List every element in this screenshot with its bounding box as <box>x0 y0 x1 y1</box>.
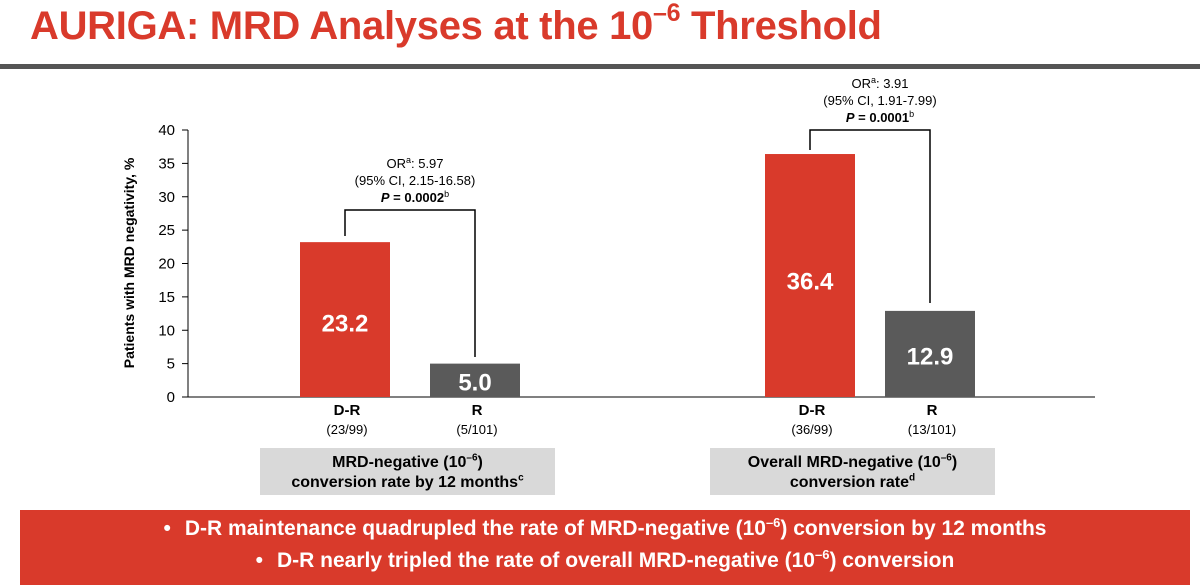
x-category-label: R <box>927 402 938 419</box>
p-value-label: P = 0.0002b <box>381 189 449 205</box>
y-tick-label: 5 <box>167 356 175 373</box>
y-tick-label: 10 <box>158 322 175 339</box>
odds-ratio-label: ORa: 5.97 <box>386 155 443 171</box>
x-category-sublabel: (13/101) <box>908 422 956 437</box>
x-category-label: D-R <box>799 402 826 419</box>
y-tick-label: 25 <box>158 222 175 239</box>
bar-chart: 0 5 10 15 20 25 30 35 40 Patients with MRD negati… <box>121 75 1095 437</box>
bar-value-label: 5.0 <box>458 369 491 396</box>
group2-caption-box: Overall MRD-negative (10–6) conversion r… <box>710 448 995 495</box>
bar-value-label: 12.9 <box>907 344 954 371</box>
bar-r-group2 <box>885 310 975 397</box>
bar-value-label: 36.4 <box>787 268 834 295</box>
y-tick-label: 15 <box>158 289 175 306</box>
significance-bracket <box>344 209 476 357</box>
conclusion-line-2: • D-R nearly tripled the rate of overall … <box>255 547 955 572</box>
y-tick-label: 35 <box>158 155 175 172</box>
x-category-label: D-R <box>334 402 361 419</box>
title-divider <box>0 64 1200 69</box>
x-category-sublabel: (23/99) <box>326 422 367 437</box>
bar-value-label: 23.2 <box>322 311 369 338</box>
confidence-interval-label: (95% CI, 2.15-16.58) <box>355 173 476 188</box>
y-tick-label: 0 <box>167 389 175 406</box>
significance-bracket <box>809 129 931 303</box>
y-tick-label: 20 <box>158 256 175 273</box>
page-title: AURIGA: MRD Analyses at the 10–6 Thresho… <box>30 0 882 49</box>
conclusion-banner: • D-R maintenance quadrupled the rate of … <box>20 510 1190 585</box>
y-tick-label: 30 <box>158 189 175 206</box>
y-tick-label: 40 <box>158 122 175 139</box>
x-category-label: R <box>472 402 483 419</box>
bar-d-r-group2 <box>765 154 855 397</box>
bar-r-group1 <box>430 363 520 397</box>
bar-d-r-group1 <box>300 242 390 397</box>
conclusion-line-1: • D-R maintenance quadrupled the rate of … <box>163 515 1047 540</box>
odds-ratio-label: ORa: 3.91 <box>851 75 908 91</box>
confidence-interval-label: (95% CI, 1.91-7.99) <box>823 93 936 108</box>
group1-caption-box: MRD-negative (10–6) conversion rate by 1… <box>260 448 555 495</box>
x-category-sublabel: (36/99) <box>791 422 832 437</box>
p-value-label: P = 0.0001b <box>846 109 914 125</box>
x-category-sublabel: (5/101) <box>456 422 497 437</box>
y-axis-title: Patients with MRD negativity, % <box>121 157 137 368</box>
